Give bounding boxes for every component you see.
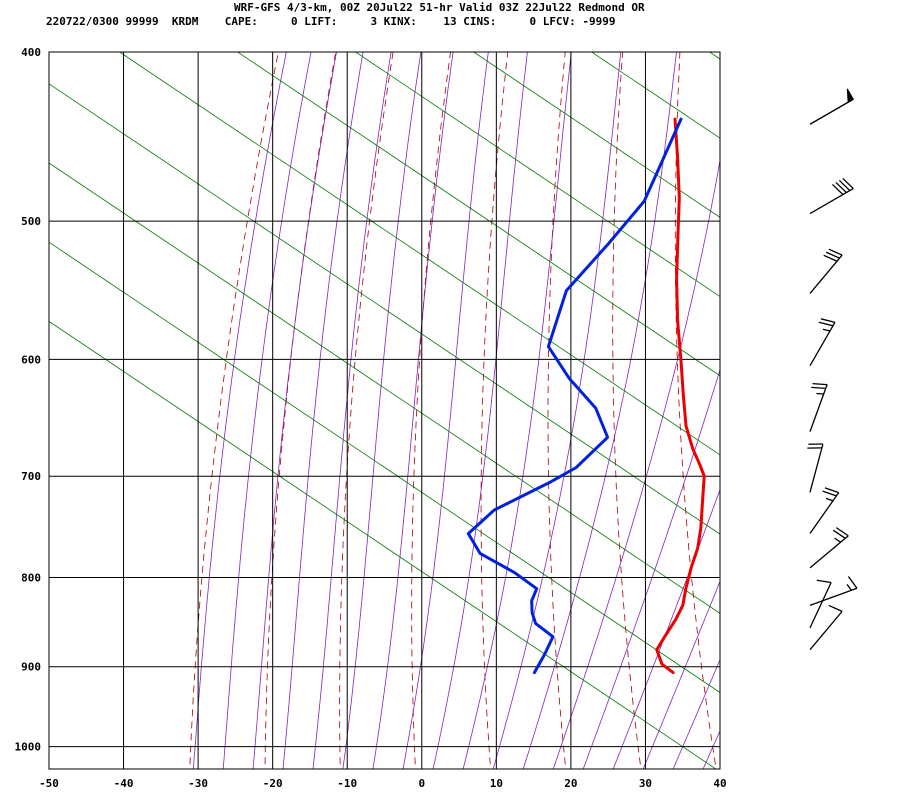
pressure-tick-label: 1000 — [15, 741, 42, 754]
dry-adiabat-line — [736, 13, 793, 776]
moist-adiabat-line — [372, 52, 454, 769]
pressure-tick-label: 400 — [21, 46, 41, 59]
moist-adiabat-line — [462, 52, 572, 769]
moist-adiabat-line — [312, 52, 392, 769]
mixing-ratio-line — [49, 83, 720, 535]
dry-adiabat-line — [674, 52, 717, 769]
dry-adiabat-line — [264, 52, 337, 769]
dry-adiabat-line — [547, 52, 567, 769]
plot-frame — [48, 51, 721, 770]
moist-adiabat-line — [492, 52, 622, 769]
temperature-tick-label: -20 — [263, 777, 283, 790]
wind-barb — [809, 318, 836, 366]
moist-adiabat-line — [760, 13, 900, 776]
temperature-tick-label: -40 — [114, 777, 134, 790]
wind-barb — [809, 88, 854, 125]
mixing-ratio-line — [118, 52, 720, 456]
mixing-ratio-line — [472, 52, 720, 218]
dry-adiabat-line — [411, 52, 451, 769]
station-indices-line: 220722/0300 99999 KRDM CAPE: 0 LIFT: 3 K… — [46, 15, 616, 28]
wind-barb — [809, 487, 840, 534]
mixing-ratio-line — [886, 12, 900, 800]
dry-adiabat-line — [339, 52, 394, 769]
mixing-ratio-line — [49, 241, 720, 694]
moist-adiabat-line — [282, 52, 364, 769]
dry-adiabat-line — [852, 13, 900, 776]
mixing-ratio-line — [590, 52, 720, 139]
moist-adiabat-line — [432, 52, 528, 769]
chart-title: WRF-GFS 4/3-km, 00Z 20Jul22 51-hr Valid … — [234, 1, 645, 14]
wind-barb — [809, 604, 843, 651]
dry-adiabat-line — [612, 52, 642, 769]
dewpoint-profile-line — [466, 117, 683, 675]
mixing-ratio-line — [236, 52, 720, 377]
temperature-tick-label: 20 — [564, 777, 577, 790]
temperature-profile-line — [655, 117, 706, 675]
temperature-tick-label: 0 — [418, 777, 425, 790]
temperature-tick-label: -50 — [39, 777, 59, 790]
temperature-tick-label: 10 — [490, 777, 503, 790]
mixing-ratio-line — [49, 320, 717, 769]
wind-barb — [809, 579, 832, 629]
moist-adiabat-line — [672, 658, 720, 769]
moist-adiabat-line — [552, 158, 720, 769]
moist-adiabat-line — [222, 52, 312, 769]
dry-adiabat-line — [189, 52, 279, 769]
mixing-ratio-line — [708, 52, 720, 60]
mixing-ratio-line — [354, 52, 720, 298]
mixing-ratio-line — [49, 162, 720, 614]
moist-adiabat-line — [402, 52, 489, 769]
wind-barb — [807, 443, 824, 493]
moist-adiabat-line — [730, 13, 900, 776]
wind-barb — [809, 248, 843, 294]
moist-adiabat-line — [192, 52, 287, 769]
moist-adiabat-line — [522, 52, 677, 769]
wind-barb — [809, 177, 854, 215]
mixing-ratio-line — [768, 12, 900, 800]
moist-adiabat-line — [612, 488, 720, 769]
moist-adiabat-line — [582, 368, 720, 769]
temperature-tick-label: -10 — [337, 777, 357, 790]
pressure-tick-label: 600 — [21, 353, 41, 366]
wind-barb — [809, 382, 828, 432]
pressure-tick-label: 900 — [21, 661, 41, 674]
wind-barb — [809, 576, 858, 606]
moist-adiabat-line — [702, 729, 720, 769]
pressure-tick-label: 500 — [21, 215, 41, 228]
temperature-tick-label: 40 — [713, 777, 726, 790]
moist-adiabat-line — [252, 52, 337, 769]
dry-adiabat-line — [795, 13, 869, 776]
pressure-tick-label: 700 — [21, 470, 41, 483]
pressure-tick-label: 800 — [21, 571, 41, 584]
temperature-tick-label: -30 — [188, 777, 208, 790]
wind-barb — [809, 527, 849, 569]
temperature-tick-label: 30 — [639, 777, 652, 790]
moist-adiabat-line — [342, 52, 422, 769]
moist-adiabat-line — [642, 580, 720, 769]
